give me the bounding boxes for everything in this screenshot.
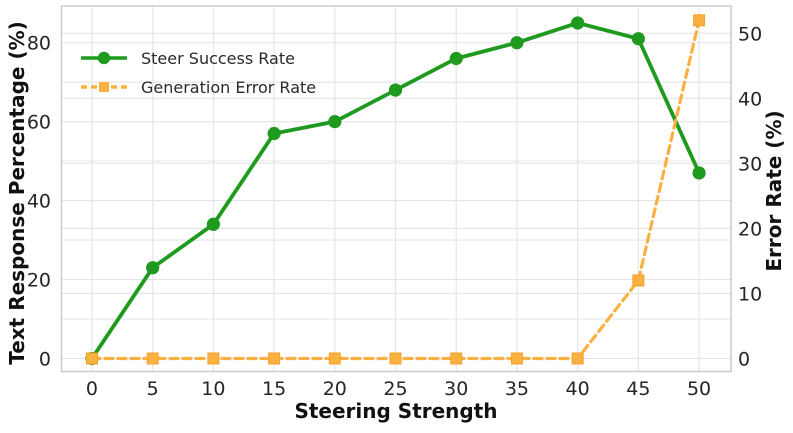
left-y-tick-label: 20 <box>27 270 51 292</box>
x-tick-label: 0 <box>86 378 98 400</box>
right-axis-title: Error Rate (%) <box>762 110 786 272</box>
x-tick-label: 10 <box>201 378 225 400</box>
data-point-marker <box>510 352 523 365</box>
data-point-marker <box>328 352 341 365</box>
x-tick-label: 20 <box>323 378 347 400</box>
data-point-marker <box>268 352 281 365</box>
data-point-marker <box>693 14 706 27</box>
legend-marker <box>99 82 109 92</box>
data-point-marker <box>632 274 645 287</box>
left-y-tick-label: 40 <box>27 191 51 213</box>
right-y-tick-label: 20 <box>738 218 762 240</box>
x-axis-title: Steering Strength <box>294 399 498 423</box>
x-tick-label: 50 <box>687 378 711 400</box>
right-y-tick-label: 0 <box>738 348 750 370</box>
data-point-marker <box>388 83 403 97</box>
data-point-marker <box>267 126 281 141</box>
right-y-tick-label: 40 <box>738 88 762 110</box>
data-point-marker <box>328 115 342 129</box>
left-y-tick-label: 60 <box>27 112 51 134</box>
data-point-marker <box>146 352 159 365</box>
data-point-marker <box>450 352 463 365</box>
data-point-marker <box>631 32 645 46</box>
x-tick-label: 40 <box>566 378 590 400</box>
data-point-marker <box>146 261 160 275</box>
data-point-marker <box>449 51 463 66</box>
data-point-marker <box>389 352 402 365</box>
x-tick-label: 45 <box>626 378 650 400</box>
x-tick-label: 15 <box>262 378 286 400</box>
x-tick-label: 35 <box>505 378 529 400</box>
x-tick-label: 5 <box>147 378 159 400</box>
plot-frame <box>60 5 732 373</box>
data-point-marker <box>692 166 706 180</box>
data-point-marker <box>571 16 585 30</box>
data-point-marker <box>206 217 220 231</box>
data-point-marker <box>207 352 220 365</box>
data-point-marker <box>510 36 524 50</box>
x-tick-label: 25 <box>383 378 407 400</box>
legend-item-steer-success-rate: Steer Success Rate <box>80 47 316 69</box>
legend-marker <box>97 51 111 65</box>
dashed-line-square-marker-icon <box>81 82 127 92</box>
left-y-tick-label: 80 <box>27 33 51 55</box>
right-y-tick-label: 50 <box>738 23 762 45</box>
left-y-tick-label: 0 <box>39 348 51 370</box>
legend-label: Generation Error Rate <box>141 77 317 97</box>
data-point-marker <box>571 352 584 365</box>
right-y-tick-label: 30 <box>738 153 762 175</box>
legend: Steer Success Rate Generation Error Rate <box>80 47 316 98</box>
legend-label: Steer Success Rate <box>141 48 295 68</box>
right-y-tick-label: 10 <box>738 283 762 305</box>
x-tick-label: 30 <box>444 378 468 400</box>
data-point-marker <box>85 352 98 365</box>
left-axis-title: Text Response Percentage (%) <box>5 21 29 365</box>
legend-item-generation-error-rate: Generation Error Rate <box>80 76 316 98</box>
solid-line-circle-marker-icon <box>81 51 127 65</box>
